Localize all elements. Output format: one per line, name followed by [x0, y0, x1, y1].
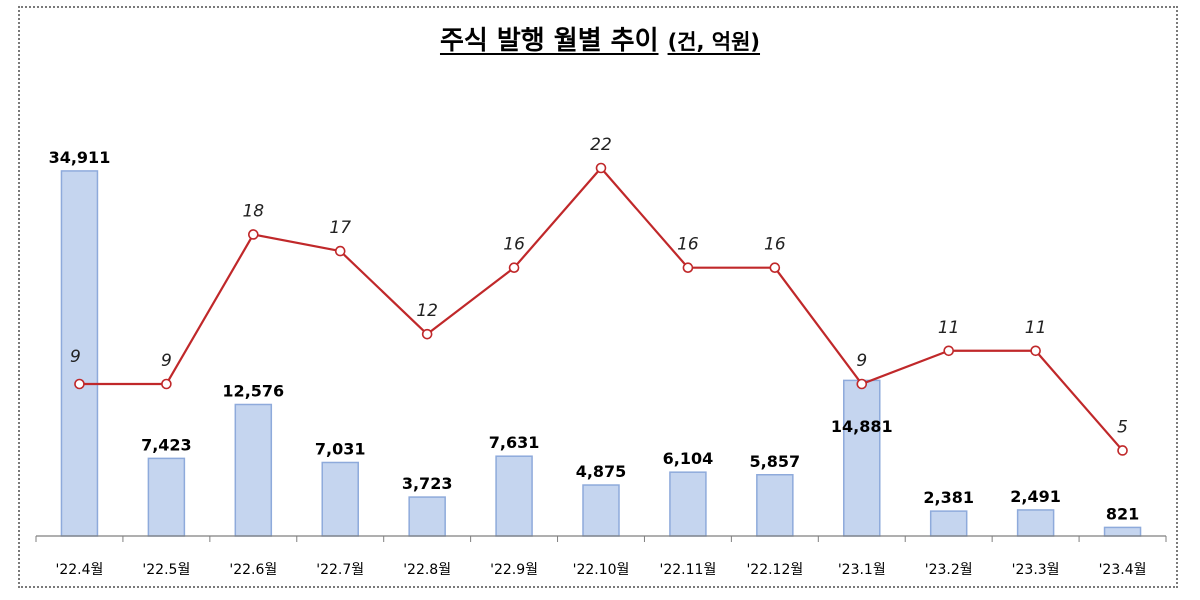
- x-tick-label: '22.4월: [56, 562, 104, 578]
- line-value-label: 9: [856, 351, 867, 371]
- bar: [669, 471, 707, 537]
- line-point: [334, 245, 346, 257]
- line-value-label: 17: [329, 218, 351, 238]
- line-point: [74, 378, 85, 390]
- x-tick-label: '22.10월: [573, 562, 630, 578]
- chart-title-main: 주식 발행 월별 추이: [439, 26, 659, 56]
- bar-value-label: 7,031: [315, 439, 366, 458]
- chart-title: 주식 발행 월별 추이 (건, 억원): [0, 20, 1200, 57]
- bar: [234, 403, 273, 537]
- line-point: [769, 262, 781, 273]
- line-point: [1117, 445, 1128, 456]
- bar: [495, 455, 533, 537]
- x-tick-label: '22.8월: [403, 562, 451, 578]
- bar-value-label: 5,857: [750, 452, 801, 471]
- x-tick-label: '22.11월: [660, 562, 717, 578]
- bar-value-label: 7,423: [141, 435, 192, 454]
- line-value-label: 16: [503, 235, 525, 255]
- line-point: [682, 262, 694, 273]
- bar: [843, 379, 881, 537]
- line-point: [421, 328, 433, 340]
- x-tick-label: '23.3월: [1012, 562, 1060, 578]
- bar-value-label: 3,723: [402, 474, 453, 493]
- bar-value-label: 4,875: [576, 462, 627, 481]
- x-tick-label: '23.4월: [1099, 562, 1147, 578]
- line-point: [161, 378, 172, 390]
- bar-value-label: 2,381: [923, 488, 974, 507]
- x-tick-label: '22.12월: [746, 562, 803, 578]
- bar: [60, 170, 99, 537]
- bar-value-label: 6,104: [663, 449, 714, 468]
- line-point: [595, 162, 607, 174]
- bar: [756, 474, 794, 537]
- x-tick-label: '22.7월: [316, 562, 364, 578]
- line-value-label: 9: [70, 347, 81, 367]
- line-point: [943, 345, 954, 357]
- x-tick-label: '23.1월: [838, 562, 886, 578]
- bar-value-label: 7,631: [489, 433, 540, 452]
- line-point: [248, 229, 259, 240]
- line-value-label: 12: [416, 301, 438, 321]
- bar-value-label: 34,911: [49, 148, 111, 167]
- line-value-label: 18: [242, 201, 264, 221]
- bar-value-label: 821: [1106, 504, 1139, 523]
- line-point: [508, 262, 520, 273]
- bar: [147, 457, 186, 537]
- bar: [1016, 509, 1055, 537]
- chart-title-unit: (건, 억원): [667, 30, 761, 54]
- line-value-label: 11: [1025, 318, 1047, 338]
- line-value-label: 11: [938, 318, 960, 338]
- line-value-label: 16: [677, 235, 699, 255]
- bar: [321, 461, 359, 537]
- bar: [1103, 526, 1142, 537]
- x-tick-label: '22.5월: [142, 562, 190, 578]
- line-value-label: 16: [764, 235, 786, 255]
- bar: [929, 510, 968, 537]
- x-tick-label: '23.2월: [925, 562, 973, 578]
- line-point: [856, 378, 868, 390]
- line-value-label: 9: [161, 351, 172, 371]
- line-value-label: 5: [1117, 417, 1128, 437]
- bar: [582, 484, 620, 537]
- x-tick-label: '22.6월: [229, 562, 277, 578]
- chart-frame: [18, 6, 1178, 588]
- bar-value-label: 12,576: [222, 381, 284, 400]
- line-point: [1030, 345, 1041, 357]
- bar-value-label: 2,491: [1010, 487, 1061, 506]
- bar: [408, 496, 446, 537]
- x-tick-label: '22.9월: [490, 562, 538, 578]
- bar-value-label: 14,881: [831, 417, 893, 436]
- line-value-label: 22: [590, 135, 612, 155]
